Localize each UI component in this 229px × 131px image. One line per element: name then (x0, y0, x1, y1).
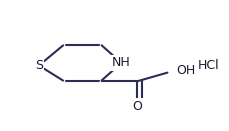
Text: S: S (35, 59, 43, 72)
Text: NH: NH (112, 56, 131, 69)
Text: O: O (132, 100, 142, 113)
Text: HCl: HCl (198, 59, 219, 72)
Text: OH: OH (176, 64, 196, 77)
